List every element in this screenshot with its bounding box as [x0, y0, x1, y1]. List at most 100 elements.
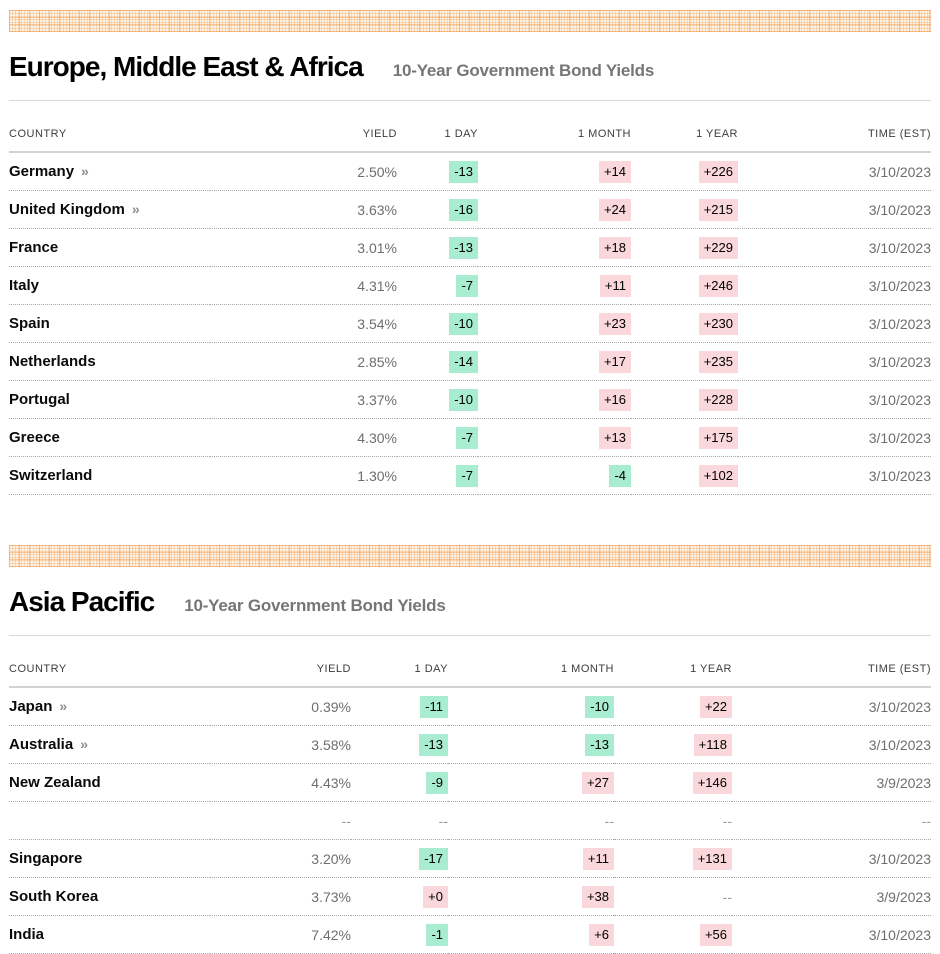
change-chip-down: -17 [419, 847, 448, 870]
change-1m-cell: +11 [478, 266, 631, 306]
change-chip-up: +246 [698, 274, 738, 297]
change-chip-down: -10 [449, 312, 478, 335]
col-header-1-day: 1 DAY [397, 100, 478, 154]
change-chip-down: -14 [449, 350, 478, 373]
change-chip-up: +13 [598, 426, 631, 449]
change-1d-cell: -7 [397, 266, 478, 306]
country-cell[interactable]: United Kingdom » [9, 190, 210, 230]
change-chip-up: +229 [698, 236, 738, 259]
change-1m-cell: +11 [448, 839, 614, 879]
change-chip-up: +11 [582, 847, 614, 870]
country-name[interactable]: Australia [9, 736, 74, 754]
country-name: South Korea [9, 888, 99, 906]
time-cell: 3/10/2023 [738, 266, 931, 306]
country-cell[interactable]: Japan » [9, 687, 210, 727]
time-cell: 3/10/2023 [732, 687, 931, 727]
time-cell: 3/10/2023 [732, 839, 931, 879]
country-link-chevron-icon[interactable]: » [59, 698, 68, 715]
country-link-chevron-icon[interactable]: » [81, 163, 89, 180]
ad-placeholder-banner [9, 545, 931, 568]
col-header-country: COUNTRY [9, 635, 210, 689]
change-chip-up: +6 [589, 923, 614, 946]
table-header-row: COUNTRY YIELD 1 DAY 1 MONTH 1 YEAR TIME (EST) [9, 635, 931, 689]
col-header-yield: YIELD [210, 100, 397, 154]
change-1d-cell: -7 [397, 418, 478, 458]
change-1y-cell: +175 [631, 418, 738, 458]
change-chip-up: +0 [423, 885, 448, 908]
yield-cell: -- [210, 801, 351, 841]
country-cell[interactable]: Australia » [9, 725, 210, 765]
country-name: France [9, 239, 59, 257]
change-chip-up: +131 [692, 847, 732, 870]
country-cell: New Zealand [9, 763, 210, 803]
change-1d-cell: -17 [351, 839, 448, 879]
change-chip-down: -13 [419, 733, 448, 756]
change-1d-cell: -7 [397, 456, 478, 496]
change-1y-cell: +146 [614, 763, 732, 803]
country-cell: Portugal [9, 380, 210, 420]
country-cell: South Korea [9, 877, 210, 917]
country-cell[interactable]: Germany » [9, 152, 210, 192]
change-1m-cell: +27 [448, 763, 614, 803]
country-cell: India [9, 915, 210, 954]
country-cell: Spain [9, 304, 210, 344]
markets-page: Europe, Middle East & Africa 10-Year Gov… [0, 10, 940, 954]
section-subtitle: 10-Year Government Bond Yields [184, 596, 446, 616]
change-1y-cell: +215 [631, 190, 738, 230]
section-title: Europe, Middle East & Africa [9, 51, 364, 82]
yield-cell: 3.01% [210, 228, 397, 268]
table-row: Greece 4.30% -7 +13 +175 3/10/2023 [9, 418, 931, 458]
ad-placeholder-banner [9, 10, 931, 32]
change-chip-down: -9 [426, 771, 448, 794]
change-chip-up: +230 [698, 312, 738, 335]
country-cell: Singapore [9, 839, 210, 879]
country-link-chevron-icon[interactable]: » [80, 736, 88, 753]
time-cell: 3/10/2023 [732, 725, 931, 765]
change-1d-cell: -1 [351, 915, 448, 954]
change-chip-down: -13 [449, 160, 478, 183]
change-chip-up: +226 [698, 160, 738, 183]
country-name[interactable]: Germany [9, 163, 75, 181]
yield-cell: 2.50% [210, 152, 397, 192]
yield-cell: 4.30% [210, 418, 397, 458]
yield-cell: 3.37% [210, 380, 397, 420]
change-chip-up: +14 [598, 160, 631, 183]
yield-cell: 3.54% [210, 304, 397, 344]
section-head: Europe, Middle East & Africa 10-Year Gov… [9, 51, 931, 83]
country-name: India [9, 926, 45, 944]
table-row: Germany » 2.50% -13 +14 +226 3/10/2023 [9, 152, 931, 192]
yield-cell: 0.39% [210, 687, 351, 727]
change-1y-cell: +235 [631, 342, 738, 382]
time-cell: 3/9/2023 [732, 763, 931, 803]
change-1m-cell: +24 [478, 190, 631, 230]
table-row: United Kingdom » 3.63% -16 +24 +215 3/10/2023 [9, 190, 931, 230]
table-row: Netherlands 2.85% -14 +17 +235 3/10/2023 [9, 342, 931, 382]
country-name[interactable]: United Kingdom [9, 201, 125, 219]
time-cell: 3/10/2023 [738, 152, 931, 192]
change-chip-down: -10 [449, 388, 478, 411]
col-header-time-est: TIME (EST) [732, 635, 931, 689]
change-1d-cell: -10 [397, 304, 478, 344]
country-link-chevron-icon[interactable]: » [131, 201, 140, 218]
change-1d-cell: -9 [351, 763, 448, 803]
table-row: Japan » 0.39% -11 -10 +22 3/10/2023 [9, 687, 931, 727]
country-name: New Zealand [9, 774, 101, 792]
no-data-dash: -- [438, 812, 448, 829]
no-data-dash: -- [341, 812, 351, 829]
change-chip-up: +215 [698, 198, 738, 221]
country-name[interactable]: Japan [9, 698, 53, 716]
change-1m-cell: +14 [478, 152, 631, 192]
no-data-dash: -- [921, 812, 931, 829]
change-1d-cell: -16 [397, 190, 478, 230]
change-1m-cell: -10 [448, 687, 614, 727]
change-1d-cell: +0 [351, 877, 448, 917]
change-1y-cell: +230 [631, 304, 738, 344]
country-cell: France [9, 228, 210, 268]
section-title: Asia Pacific [9, 586, 155, 618]
bond-yields-table: COUNTRY YIELD 1 DAY 1 MONTH 1 YEAR TIME (EST)… [9, 100, 931, 496]
time-cell: 3/9/2023 [732, 877, 931, 917]
col-header-time-est: TIME (EST) [738, 100, 931, 154]
country-name: Portugal [9, 391, 70, 409]
change-chip-down: -16 [449, 198, 478, 221]
table-row: Italy 4.31% -7 +11 +246 3/10/2023 [9, 266, 931, 306]
